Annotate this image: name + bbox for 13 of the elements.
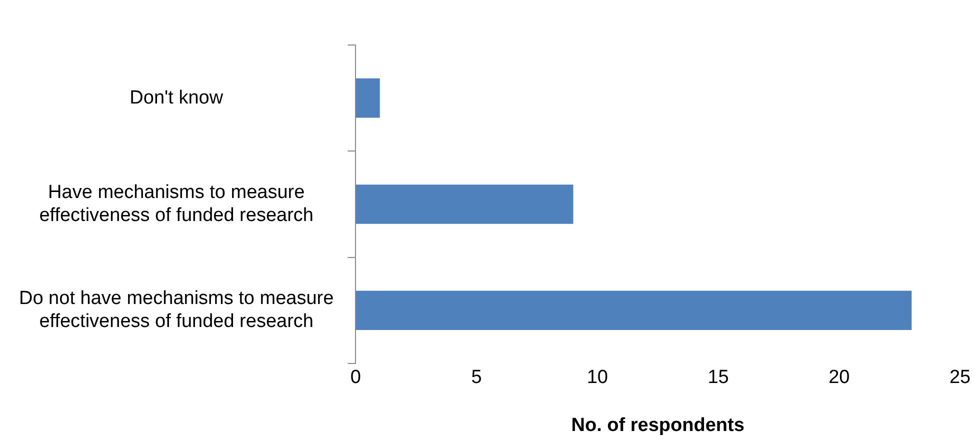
y-tick-label: Don't know <box>130 87 224 108</box>
x-tick-label: 10 <box>586 367 608 388</box>
x-tick-label: 25 <box>949 367 971 388</box>
bar <box>356 184 574 224</box>
x-tick-label: 5 <box>471 367 482 388</box>
bar <box>356 78 380 118</box>
x-axis-title: No. of respondents <box>571 414 744 436</box>
x-tick-label: 15 <box>708 367 729 388</box>
bar <box>356 290 912 330</box>
y-tick-label: Do not have mechanisms to measure effectiveness of funded research <box>18 288 334 332</box>
y-tick-label: Have mechanisms to measure effectiveness of funded research <box>39 182 314 226</box>
x-tick-label: 0 <box>350 367 361 388</box>
x-tick-label: 20 <box>828 367 850 388</box>
